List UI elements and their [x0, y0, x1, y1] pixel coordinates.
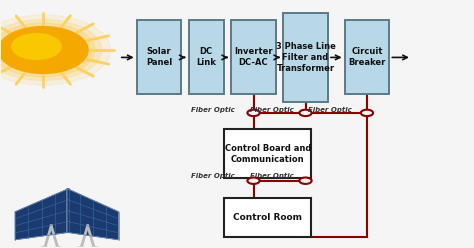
Text: Control Board and
Communication: Control Board and Communication — [225, 144, 311, 164]
Text: Solar
Panel: Solar Panel — [146, 47, 172, 67]
Circle shape — [53, 247, 64, 248]
Circle shape — [0, 23, 95, 77]
Polygon shape — [67, 188, 119, 240]
Circle shape — [300, 110, 312, 116]
Text: Fiber Optic: Fiber Optic — [191, 173, 235, 179]
Bar — [231, 20, 276, 94]
Bar — [224, 129, 311, 178]
Text: 3 Phase Line
Filter and
Transformer: 3 Phase Line Filter and Transformer — [275, 42, 336, 73]
Text: Circuit
Breaker: Circuit Breaker — [348, 47, 386, 67]
Text: Control Room: Control Room — [233, 213, 302, 222]
Bar — [189, 20, 224, 94]
Bar — [345, 20, 390, 94]
Circle shape — [75, 247, 86, 248]
Circle shape — [247, 110, 260, 116]
Bar — [283, 13, 328, 102]
Polygon shape — [15, 188, 69, 240]
Circle shape — [12, 34, 61, 59]
Text: Fiber Optic: Fiber Optic — [308, 107, 351, 114]
Text: Fiber Optic: Fiber Optic — [250, 173, 294, 179]
Circle shape — [89, 247, 100, 248]
Circle shape — [0, 27, 88, 73]
Circle shape — [0, 20, 101, 80]
Circle shape — [300, 178, 312, 184]
Text: Fiber Optic: Fiber Optic — [250, 107, 294, 114]
Bar — [224, 198, 311, 237]
Text: DC
Link: DC Link — [196, 47, 216, 67]
Circle shape — [0, 15, 110, 85]
Circle shape — [38, 247, 50, 248]
Bar — [137, 20, 182, 94]
Circle shape — [247, 178, 260, 184]
Circle shape — [361, 110, 373, 116]
Text: Fiber Optic: Fiber Optic — [191, 107, 235, 114]
Text: Inverter
DC-AC: Inverter DC-AC — [234, 47, 273, 67]
